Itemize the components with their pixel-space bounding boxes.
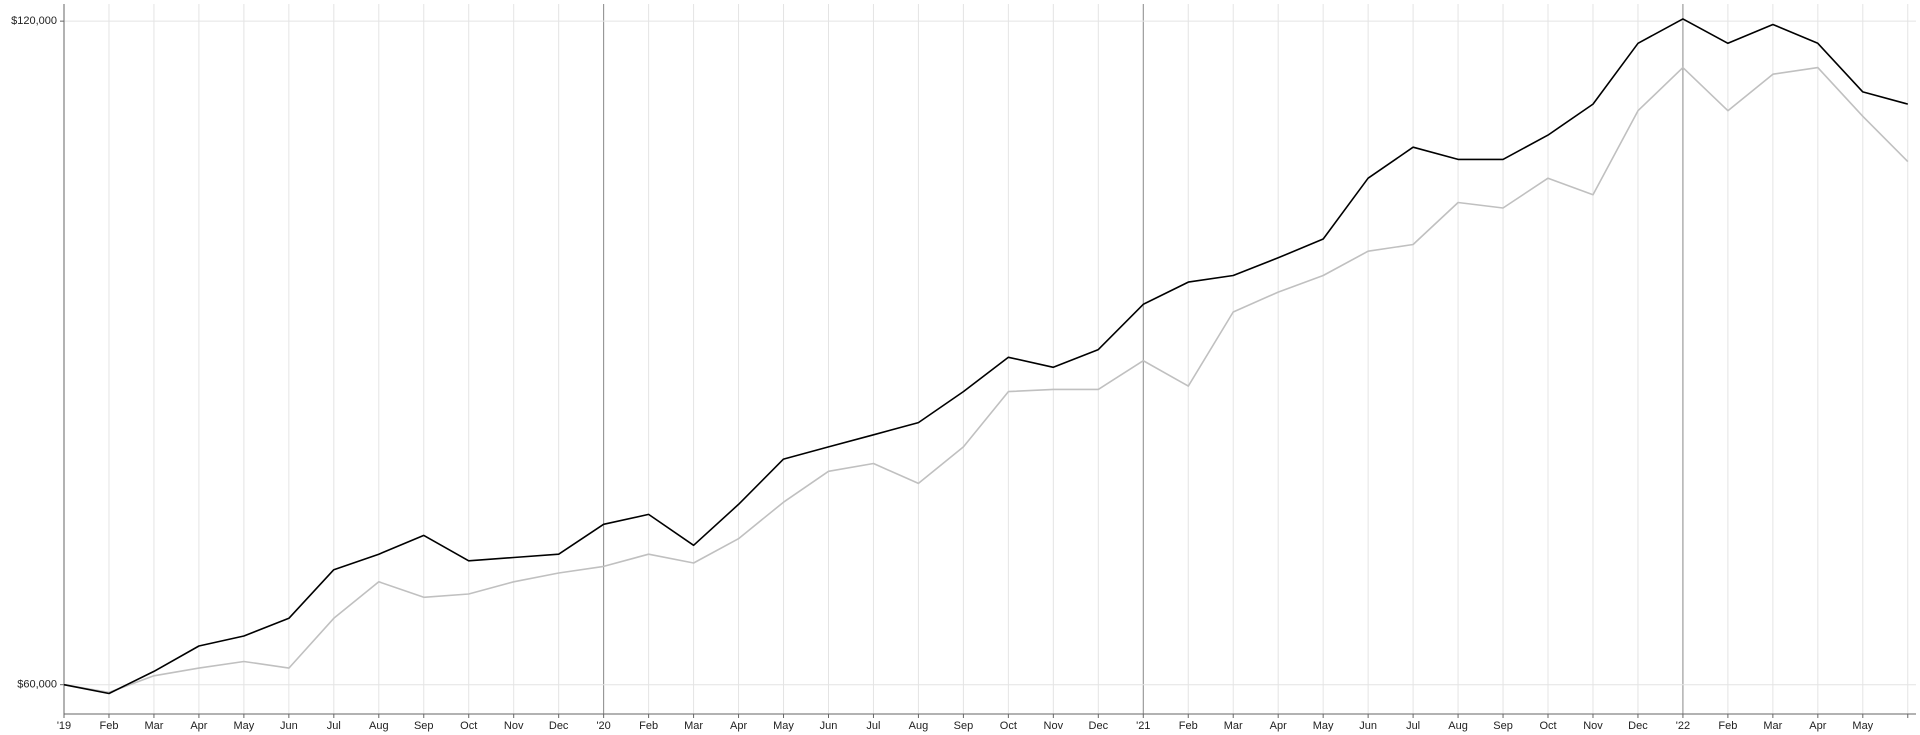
x-tick-label: Feb <box>1718 720 1737 732</box>
x-tick-label: Oct <box>460 720 477 732</box>
x-tick-label: Jun <box>820 720 838 732</box>
x-tick-label: Nov <box>1583 720 1603 732</box>
y-tick-label: $120,000 <box>11 15 57 27</box>
x-tick-label: Jul <box>866 720 880 732</box>
x-tick-label: Sep <box>414 720 434 732</box>
x-tick-label: Apr <box>1809 720 1826 732</box>
x-tick-label: Apr <box>190 720 207 732</box>
x-tick-label: Mar <box>684 720 703 732</box>
x-tick-label: Sep <box>1493 720 1513 732</box>
x-tick-label: Mar <box>1763 720 1782 732</box>
x-tick-label: Dec <box>1628 720 1648 732</box>
x-tick-label: Dec <box>1089 720 1109 732</box>
x-tick-label: Nov <box>1044 720 1064 732</box>
x-tick-label: Feb <box>639 720 658 732</box>
x-tick-label: May <box>233 720 254 732</box>
x-tick-label: Aug <box>909 720 929 732</box>
x-tick-label: Apr <box>730 720 747 732</box>
x-tick-label: Aug <box>369 720 389 732</box>
series-line <box>63 66 1909 694</box>
x-tick-label: Dec <box>549 720 569 732</box>
x-tick-label: May <box>773 720 794 732</box>
x-tick-label: Feb <box>99 720 118 732</box>
x-tick-label: Jul <box>1406 720 1420 732</box>
x-tick-label: Apr <box>1270 720 1287 732</box>
x-tick-label: Sep <box>954 720 974 732</box>
x-tick-label: '22 <box>1676 720 1690 732</box>
x-tick-label: '19 <box>57 720 71 732</box>
x-tick-label: Mar <box>144 720 163 732</box>
x-tick-label: Mar <box>1224 720 1243 732</box>
x-tick-label: May <box>1852 720 1873 732</box>
x-tick-label: '20 <box>596 720 610 732</box>
x-tick-label: Nov <box>504 720 524 732</box>
x-tick-label: Oct <box>1000 720 1017 732</box>
x-tick-label: Oct <box>1539 720 1556 732</box>
x-tick-label: Jul <box>327 720 341 732</box>
x-tick-label: Aug <box>1448 720 1468 732</box>
x-tick-label: '21 <box>1136 720 1150 732</box>
y-tick-label: $60,000 <box>17 679 57 691</box>
x-tick-label: Feb <box>1179 720 1198 732</box>
x-tick-label: Jun <box>280 720 298 732</box>
x-tick-label: May <box>1313 720 1334 732</box>
series-line <box>63 18 1909 695</box>
x-tick-label: Jun <box>1359 720 1377 732</box>
